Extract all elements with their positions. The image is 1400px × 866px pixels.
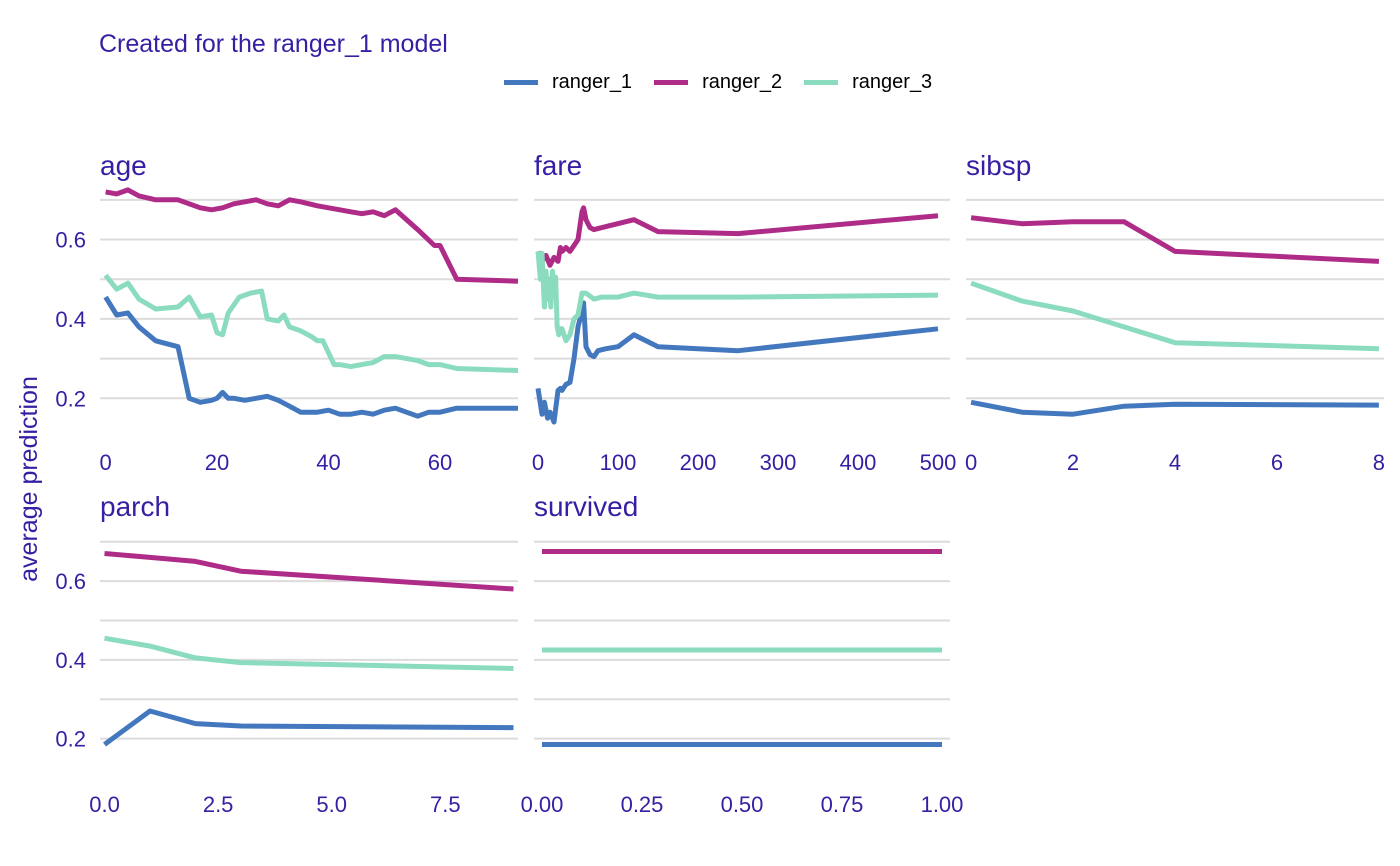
x-tick-label-parch: 7.5 bbox=[430, 792, 461, 817]
x-tick-label-fare: 100 bbox=[600, 450, 637, 475]
x-tick-label-survived: 0.25 bbox=[621, 792, 664, 817]
legend-key-ranger-2 bbox=[654, 79, 689, 85]
series-line-age-ranger-3 bbox=[103, 273, 519, 373]
series-line-age-ranger-1 bbox=[103, 295, 518, 419]
series-line-parch-ranger-1 bbox=[103, 708, 514, 747]
x-tick-label-fare: 400 bbox=[840, 450, 877, 475]
panel-title-age: age bbox=[100, 150, 147, 181]
series-line-fare-ranger-3 bbox=[535, 250, 939, 344]
x-tick-label-parch: 5.0 bbox=[316, 792, 347, 817]
series-line-parch-ranger-3 bbox=[104, 635, 514, 671]
x-tick-label-sibsp: 4 bbox=[1169, 450, 1181, 475]
legend-item-ranger-2: ranger_2 bbox=[654, 71, 782, 94]
x-tick-label-survived: 0.50 bbox=[721, 792, 764, 817]
legend-key-ranger-1 bbox=[504, 79, 538, 85]
x-tick-label-age: 60 bbox=[428, 450, 452, 475]
panel-title-parch: parch bbox=[100, 491, 170, 522]
legend-item-ranger-3: ranger_3 bbox=[804, 71, 932, 94]
y-tick-label-parch: 0.6 bbox=[55, 569, 86, 594]
legend-label-ranger-2: ranger_2 bbox=[702, 70, 783, 93]
x-tick-label-fare: 500 bbox=[920, 450, 957, 475]
panel-title-survived: survived bbox=[534, 491, 638, 522]
y-tick-label-parch: 0.2 bbox=[55, 727, 86, 752]
legend-key-ranger-3 bbox=[804, 79, 839, 85]
y-tick-label-parch: 0.4 bbox=[55, 648, 86, 673]
series-line-sibsp-ranger-1 bbox=[970, 399, 1379, 417]
x-tick-label-survived: 0.75 bbox=[821, 792, 864, 817]
x-tick-label-age: 20 bbox=[205, 450, 229, 475]
x-tick-label-survived: 0.00 bbox=[521, 792, 564, 817]
x-tick-label-sibsp: 2 bbox=[1067, 450, 1079, 475]
x-tick-label-sibsp: 0 bbox=[965, 450, 977, 475]
x-tick-label-sibsp: 6 bbox=[1271, 450, 1283, 475]
x-tick-label-age: 40 bbox=[316, 450, 340, 475]
series-line-sibsp-ranger-3 bbox=[970, 280, 1379, 352]
panel-title-fare: fare bbox=[534, 150, 582, 181]
y-tick-label-age: 0.6 bbox=[55, 228, 86, 253]
x-tick-label-age: 0 bbox=[99, 450, 111, 475]
x-tick-label-survived: 1.00 bbox=[921, 792, 964, 817]
x-tick-label-parch: 0.0 bbox=[89, 792, 120, 817]
y-tick-label-age: 0.4 bbox=[55, 307, 86, 332]
series-line-parch-ranger-2 bbox=[104, 551, 514, 592]
panel-title-sibsp: sibsp bbox=[966, 150, 1031, 181]
x-tick-label-fare: 0 bbox=[532, 450, 544, 475]
x-tick-label-parch: 2.5 bbox=[203, 792, 234, 817]
series-line-sibsp-ranger-2 bbox=[970, 215, 1380, 264]
chart-legend: ranger_1 ranger_2 ranger_3 bbox=[504, 68, 954, 96]
y-axis-title: average prediction bbox=[15, 376, 43, 582]
x-tick-label-fare: 300 bbox=[760, 450, 797, 475]
y-tick-label-age: 0.2 bbox=[55, 386, 86, 411]
series-line-fare-ranger-2 bbox=[535, 205, 939, 268]
chart-subtitle: Created for the ranger_1 model bbox=[99, 30, 448, 58]
x-tick-label-fare: 200 bbox=[680, 450, 717, 475]
series-line-age-ranger-2 bbox=[105, 187, 519, 284]
series-line-fare-ranger-1 bbox=[535, 300, 939, 425]
legend-label-ranger-1: ranger_1 bbox=[552, 70, 633, 93]
legend-item-ranger-1: ranger_1 bbox=[504, 71, 632, 94]
legend-label-ranger-3: ranger_3 bbox=[852, 70, 933, 93]
x-tick-label-sibsp: 8 bbox=[1373, 450, 1385, 475]
